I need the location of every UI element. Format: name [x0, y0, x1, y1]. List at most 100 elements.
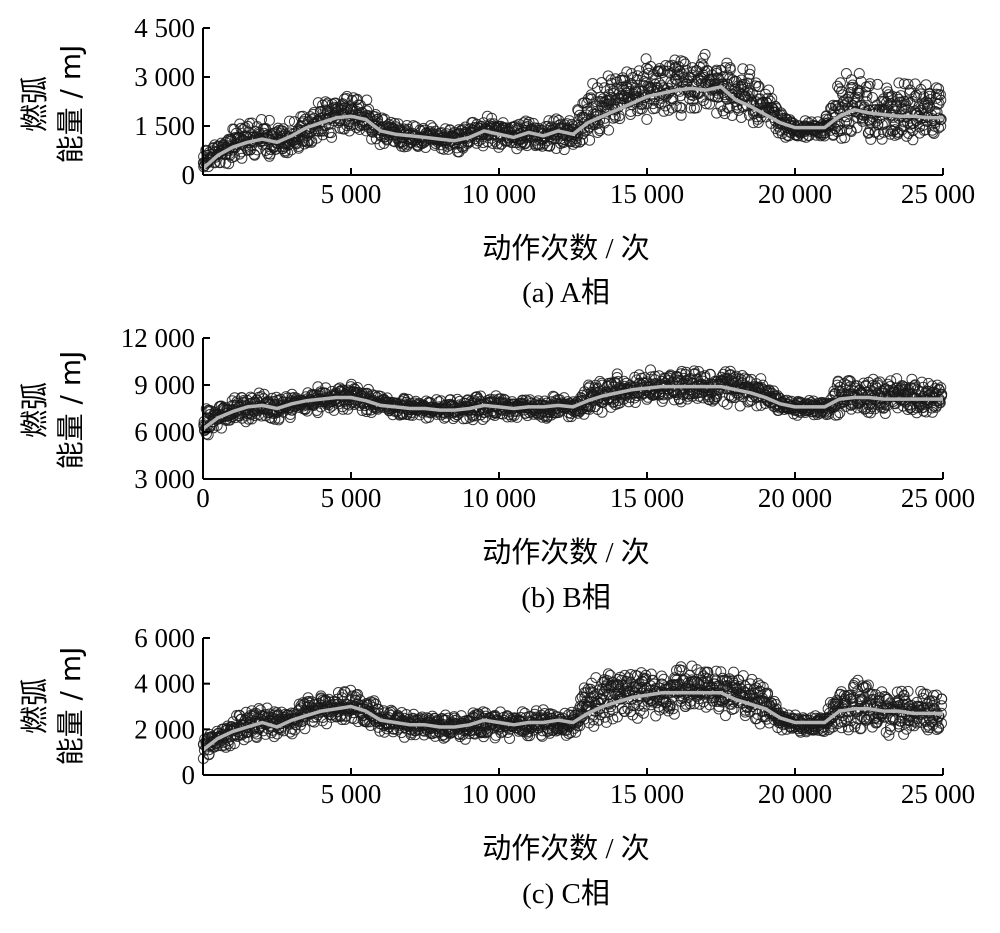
panel-a-data-point [860, 96, 872, 108]
panel-a-data-point [511, 143, 523, 155]
panel-a-y-tick-label: 4 500 [134, 13, 195, 43]
panel-b-data-point [240, 416, 252, 428]
panel-a-data-point [632, 105, 644, 117]
panel-a-xlabel: 动作次数 / 次 [482, 232, 650, 265]
panel-a-data-point [934, 89, 946, 101]
panel-c-points [197, 660, 948, 764]
panel-b-x-tick-label: 15 000 [610, 483, 684, 513]
panel-a-data-point [669, 54, 681, 66]
panel-a-data-point [326, 131, 338, 143]
panel-b-data-point [693, 366, 705, 377]
panel-a-data-point [744, 68, 756, 80]
panel-b-caption: (b) B相 [521, 581, 610, 614]
panel-a-data-point [236, 152, 248, 164]
panel-a-data-point [321, 99, 332, 111]
panel-b-y-tick-label: 12 000 [121, 323, 195, 353]
panel-b-data-point [675, 396, 687, 408]
panel-a-data-point [909, 91, 921, 102]
panel-b-data-point [596, 406, 608, 418]
panel-a-x-tick-label: 10 000 [462, 179, 536, 209]
panel-a-data-point [935, 94, 947, 106]
panel-a-data-point [851, 122, 863, 134]
panel-a-data-point [909, 78, 921, 90]
panel-a-data-point [621, 66, 633, 78]
panel-a-data-point [882, 86, 894, 98]
panel-a-data-point [697, 52, 709, 64]
panel-a-data-point [737, 63, 749, 75]
panel-a-data-point [605, 74, 617, 86]
panel-b-data-point [665, 369, 676, 381]
panel-a-data-point [907, 125, 919, 137]
panel-b-data-point [284, 412, 296, 423]
panel-a-data-point [900, 98, 912, 110]
panel-a-data-point [666, 59, 678, 71]
panel-b-data-point [477, 414, 489, 425]
panel-b-data-point [269, 413, 281, 425]
panel-a-data-point [263, 114, 275, 126]
panel-b-x-tick-label: 5 000 [321, 483, 382, 513]
panel-c-data-point [504, 733, 516, 744]
panel-b-data-point [755, 373, 767, 385]
panel-a-data-point [915, 88, 927, 100]
panel-b-y-tick-label: 9 000 [134, 370, 195, 400]
panel-a-data-point [893, 77, 905, 89]
panel-a-data-point [834, 77, 846, 89]
panel-a-data-point [367, 126, 379, 138]
panel-a-data-point [676, 102, 688, 114]
panel-a-data-point [878, 126, 889, 138]
panel-a-data-point [282, 147, 294, 159]
panel-a-y-tick-label: 1 500 [134, 111, 195, 141]
panel-a-trend-line [201, 85, 943, 170]
panel-a-data-point [279, 145, 291, 157]
panel-a-x-tick-label: 15 000 [610, 179, 684, 209]
panel-a-data-point [249, 149, 261, 161]
panel-b-x-tick-label: 0 [196, 483, 210, 513]
panel-a-data-point [351, 93, 363, 105]
panel-a-data-point [753, 80, 765, 92]
panel-a-data-point [864, 78, 876, 90]
panel-a-data-point [214, 156, 226, 168]
panel-a-data-point [641, 113, 653, 125]
panel-a-data-point [833, 83, 845, 95]
panel-c-data-point [720, 710, 731, 722]
panel-a-data-point [296, 117, 308, 129]
panel-a-data-point [674, 101, 686, 113]
panel-b-data-point [664, 370, 676, 382]
panel-b-y-tick-label: 6 000 [134, 417, 195, 447]
panel-b-data-point [280, 391, 292, 403]
panel-a-data-point [567, 138, 579, 150]
panel-a-data-point [679, 58, 691, 70]
panel-a-data-point [678, 72, 690, 83]
panel-a-data-point [924, 101, 936, 113]
panel-a-data-point [656, 67, 668, 79]
panel-b-data-point [845, 403, 857, 415]
panel-a-data-point [853, 68, 865, 79]
panel-a-data-point [735, 81, 747, 93]
panel-b-x-tick-label: 20 000 [758, 483, 832, 513]
panel-b-ylabel-line1: 燃弧 [18, 382, 51, 438]
panel-b-data-point [834, 407, 846, 419]
panel-a-data-point [915, 113, 926, 125]
panel-b-data-point [312, 407, 324, 419]
panel-a-data-point [845, 126, 857, 137]
panel-a-data-point [361, 94, 373, 106]
panel-b-data-point [611, 368, 623, 380]
panel-b-x-tick-label: 10 000 [462, 483, 536, 513]
panel-a-data-point [930, 82, 942, 94]
panel-a-data-point [632, 70, 644, 82]
panel-a-data-point [892, 128, 904, 140]
panel-a-data-point [669, 61, 681, 73]
panel-a-data-point [602, 70, 614, 82]
panel-b-data-point [320, 382, 332, 394]
panel-a-data-point [928, 128, 940, 139]
panel-b-data-point [611, 372, 623, 383]
panel-a-data-point [907, 134, 919, 146]
panel-a-data-point [577, 134, 589, 146]
panel-a-data-point [878, 118, 890, 130]
panel-b-data-point [710, 390, 722, 402]
panel-a-data-point [682, 75, 694, 87]
panel-a-data-point [497, 117, 509, 129]
panel-a-data-point [872, 78, 883, 90]
